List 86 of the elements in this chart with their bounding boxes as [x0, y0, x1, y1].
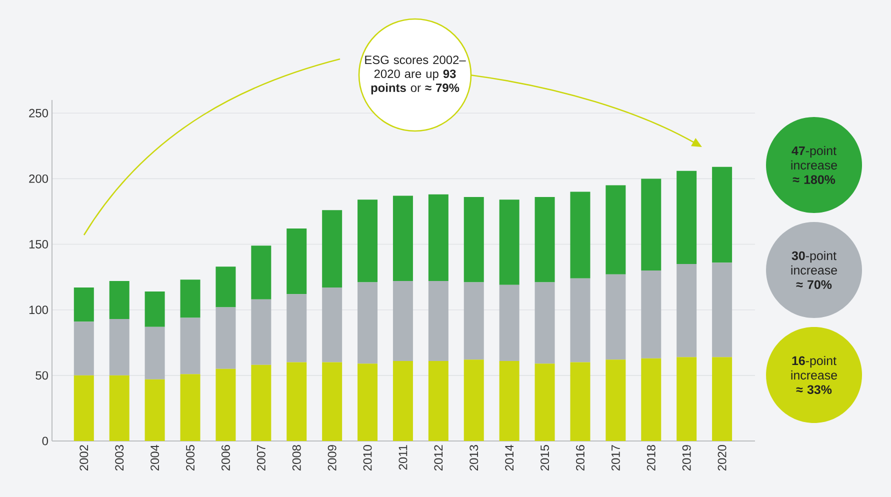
x-tick-label: 2011: [398, 445, 408, 470]
bar: [392, 280, 413, 361]
bar: [392, 360, 413, 441]
bar: [499, 284, 520, 361]
text: 30-point increase ≈ 70%: [791, 250, 837, 290]
bar: [641, 358, 662, 441]
bar: [180, 374, 200, 441]
x-tick-label: 2016: [576, 445, 584, 471]
x-tick-label: 2019: [682, 445, 691, 471]
bar: [499, 200, 520, 285]
text: 47-point increase ≈ 180%: [791, 146, 837, 184]
bar: [499, 360, 520, 441]
y-tick-label: 250: [29, 108, 48, 118]
x-tick-label: 2012: [434, 445, 443, 471]
bar: [712, 262, 732, 358]
bar: [641, 270, 662, 358]
bar: [216, 368, 236, 441]
x-tick-label: 2017: [611, 445, 620, 471]
bar: [676, 170, 697, 264]
bar: [428, 194, 448, 281]
x-tick-label: 2002: [80, 445, 88, 471]
bar: [534, 364, 555, 441]
x-tick-label: 2014: [505, 444, 514, 471]
bar: [464, 282, 484, 360]
bar: [251, 364, 272, 441]
y-tick-label: 200: [29, 174, 48, 183]
x-tick-label: 2003: [115, 445, 124, 471]
y-tick-label: 0: [42, 436, 48, 446]
x-tick-label: 2005: [186, 445, 194, 471]
bar: [712, 166, 732, 263]
bar: [322, 362, 342, 441]
y-tick-label: 100: [29, 306, 48, 314]
x-tick-label: 2013: [470, 445, 478, 471]
bar: [216, 307, 236, 369]
bar: [676, 357, 697, 441]
bar: [322, 210, 342, 288]
bar: [216, 266, 236, 308]
text: 16-point increase ≈ 33%: [791, 356, 837, 394]
bar: [74, 375, 94, 441]
bar: [144, 291, 165, 327]
bar: [286, 228, 307, 294]
bar: [676, 264, 697, 358]
y-tick-label: 50: [36, 371, 48, 380]
x-tick-label: 2018: [646, 445, 656, 471]
x-tick-label: 2009: [328, 445, 336, 471]
x-tick-label: 2008: [292, 445, 301, 471]
bar: [286, 294, 307, 362]
bar: [251, 299, 272, 365]
bar: [180, 318, 200, 374]
bar: [358, 364, 378, 441]
x-tick-label: 2007: [256, 445, 266, 471]
bar: [570, 278, 590, 362]
y-tick-label: 150: [29, 240, 48, 248]
bar: [606, 274, 626, 360]
bar: [606, 360, 626, 441]
bar: [570, 192, 590, 278]
x-tick-label: 2020: [718, 444, 726, 471]
bar: [464, 197, 484, 282]
bar: [358, 200, 378, 282]
bar: [322, 288, 342, 362]
bar: [606, 185, 626, 274]
bar: [251, 246, 272, 300]
x-tick-label: 2010: [363, 444, 372, 471]
bar: [641, 178, 662, 270]
bar: [570, 362, 590, 441]
bar: [534, 197, 555, 282]
x-tick-label: 2015: [540, 445, 550, 471]
bar: [109, 280, 130, 320]
bar: [428, 360, 448, 441]
bar: [144, 326, 165, 380]
bar: [109, 319, 130, 376]
text: ESG scores 2002–2020 are up 93 points or ≈ 79%: [365, 56, 466, 94]
x-tick-label: 2006: [221, 445, 230, 471]
bar: [180, 280, 200, 318]
bar: [144, 379, 165, 441]
bar: [286, 362, 307, 441]
bar: [109, 375, 130, 441]
bar: [74, 288, 94, 322]
bar: [392, 196, 413, 281]
bar: [534, 282, 555, 364]
bar: [428, 280, 448, 361]
x-tick-label: 2004: [150, 444, 160, 471]
bar: [464, 360, 484, 441]
bar: [74, 322, 94, 376]
bar: [358, 282, 378, 364]
bar: [712, 357, 732, 441]
